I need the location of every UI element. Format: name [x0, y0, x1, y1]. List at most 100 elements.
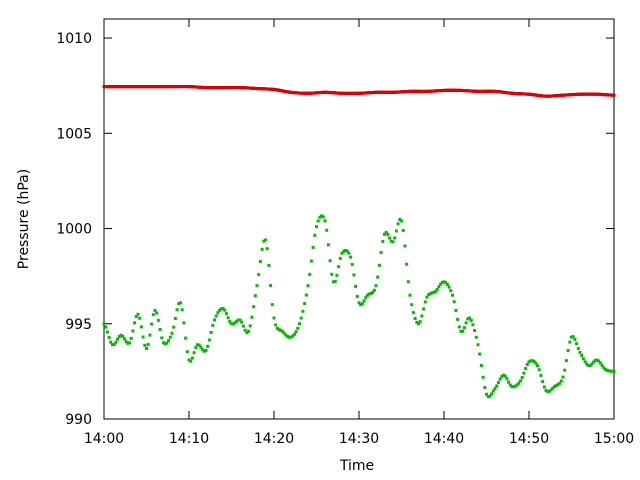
x-tick-label: 14:50 [509, 431, 549, 447]
data-point [291, 334, 295, 338]
data-point [126, 341, 130, 345]
data-point [325, 228, 329, 232]
data-point [597, 359, 601, 363]
data-point [226, 316, 230, 320]
data-point [451, 293, 454, 297]
data-point [107, 336, 111, 340]
data-point [391, 240, 395, 244]
data-point [202, 349, 206, 353]
data-point [204, 348, 208, 352]
data-point [354, 284, 358, 288]
data-point [337, 265, 341, 269]
data-point [473, 328, 477, 332]
data-point [612, 93, 616, 97]
data-point [590, 362, 594, 366]
data-point [377, 263, 381, 267]
series-1 [102, 214, 616, 399]
data-point [119, 333, 123, 337]
data-point [479, 364, 483, 368]
data-point [541, 380, 545, 384]
data-point [323, 219, 327, 223]
data-point [284, 333, 288, 337]
data-point [180, 308, 184, 312]
data-point [211, 323, 215, 327]
data-point [233, 321, 237, 325]
data-point [462, 326, 466, 330]
x-tick-label: 15:00 [594, 431, 634, 447]
data-point [537, 368, 541, 372]
data-point [427, 293, 431, 297]
data-point [270, 303, 274, 307]
data-point [366, 293, 369, 297]
data-point [330, 272, 334, 276]
data-point [163, 342, 167, 346]
data-point [138, 316, 142, 320]
data-point [422, 307, 426, 311]
data-point [553, 385, 556, 389]
data-point [350, 262, 354, 266]
data-point [150, 322, 154, 326]
data-point [343, 248, 347, 252]
data-point [165, 341, 169, 345]
data-point [209, 331, 213, 335]
data-point [587, 364, 590, 368]
data-point [197, 343, 201, 347]
data-point [185, 350, 189, 354]
data-point [201, 348, 205, 352]
data-point [449, 289, 453, 293]
data-point [508, 383, 512, 387]
data-point [235, 319, 239, 323]
data-point [400, 219, 403, 223]
data-point [304, 293, 308, 297]
data-point [413, 317, 417, 321]
data-point [406, 280, 410, 284]
data-point [478, 352, 482, 356]
series-layer [102, 85, 616, 399]
data-point [117, 334, 121, 338]
data-point [432, 290, 436, 294]
data-point [355, 294, 359, 298]
data-point [384, 230, 388, 234]
data-point [605, 368, 609, 372]
data-point [571, 335, 575, 339]
data-point [388, 236, 392, 240]
data-point [187, 358, 191, 362]
data-point [122, 337, 126, 341]
data-point [430, 291, 434, 295]
data-point [411, 311, 415, 315]
data-point [287, 335, 291, 339]
data-point [376, 275, 380, 279]
data-point [179, 301, 182, 305]
data-point [109, 340, 113, 344]
data-point [282, 331, 286, 335]
data-point [612, 369, 616, 373]
data-point [607, 369, 611, 373]
data-point [136, 312, 140, 316]
data-point [279, 328, 283, 332]
data-point [374, 284, 378, 288]
data-point [576, 347, 580, 351]
data-point [306, 284, 310, 288]
data-point [148, 333, 152, 337]
data-point [124, 340, 128, 344]
y-axis-label: Pressure (hPa) [16, 169, 32, 269]
data-point [128, 341, 131, 345]
data-point [313, 233, 317, 237]
data-point [437, 285, 441, 289]
data-point [194, 346, 198, 350]
data-point [172, 325, 176, 329]
data-point [303, 302, 307, 306]
data-point [505, 377, 509, 381]
data-point [425, 295, 429, 299]
data-point [566, 349, 570, 353]
data-point [474, 335, 478, 339]
data-point [111, 343, 114, 347]
data-point [551, 386, 555, 390]
data-point [311, 245, 315, 249]
data-point [452, 300, 456, 304]
x-tick-label: 14:20 [254, 431, 294, 447]
data-point [129, 336, 133, 340]
data-point [610, 369, 614, 373]
data-point [131, 329, 135, 333]
data-point [440, 280, 444, 284]
